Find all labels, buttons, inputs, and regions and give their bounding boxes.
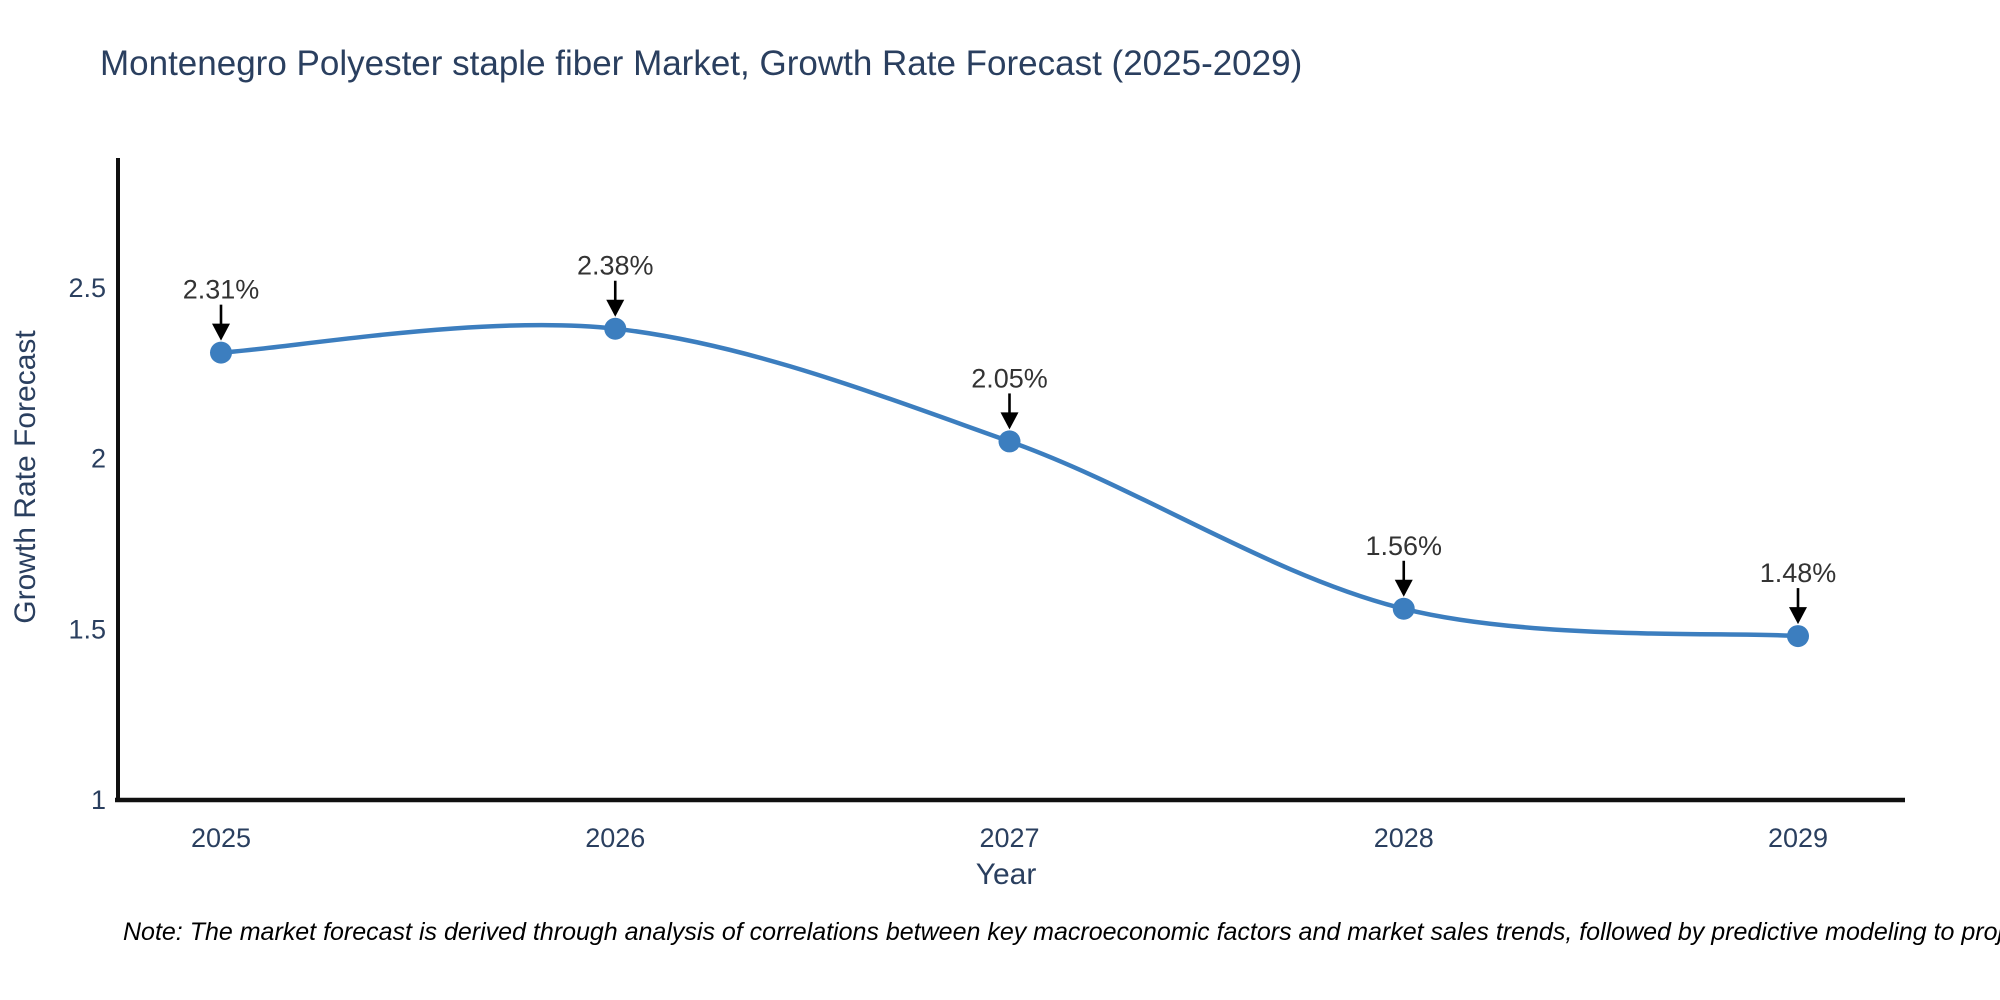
annotation-label: 1.56% bbox=[1365, 531, 1442, 561]
annotation-arrowhead-icon bbox=[1000, 412, 1019, 430]
annotation-label: 2.38% bbox=[577, 251, 654, 281]
y-tick-label: 1 bbox=[91, 785, 106, 815]
annotation-arrowhead-icon bbox=[1394, 579, 1413, 597]
y-tick-label: 2.5 bbox=[68, 273, 106, 303]
y-tick-label: 1.5 bbox=[68, 614, 106, 644]
data-point-marker[interactable] bbox=[604, 317, 627, 340]
x-tick-label: 2029 bbox=[1768, 823, 1828, 853]
annotation-arrowhead-icon bbox=[212, 323, 230, 341]
data-point-marker[interactable] bbox=[1787, 625, 1809, 648]
chart-title: Montenegro Polyester staple fiber Market… bbox=[100, 44, 1303, 83]
y-axis-title: Growth Rate Forecast bbox=[9, 330, 42, 624]
data-point-marker[interactable] bbox=[998, 430, 1021, 453]
annotation-label: 2.05% bbox=[971, 363, 1048, 393]
x-axis-title: Year bbox=[975, 858, 1037, 891]
y-tick-label: 2 bbox=[91, 444, 106, 474]
annotation-arrowhead-icon bbox=[1789, 607, 1807, 625]
data-point-marker[interactable] bbox=[1392, 597, 1415, 620]
annotation-arrowhead-icon bbox=[606, 299, 625, 317]
x-tick-label: 2025 bbox=[191, 823, 251, 853]
x-tick-label: 2026 bbox=[585, 823, 645, 853]
x-tick-label: 2028 bbox=[1374, 823, 1434, 853]
annotation-label: 2.31% bbox=[183, 275, 260, 305]
annotation-label: 1.48% bbox=[1760, 558, 1837, 588]
data-point-marker[interactable] bbox=[210, 341, 232, 364]
footnote: Note: The market forecast is derived thr… bbox=[123, 918, 2000, 946]
x-tick-label: 2027 bbox=[979, 823, 1039, 853]
